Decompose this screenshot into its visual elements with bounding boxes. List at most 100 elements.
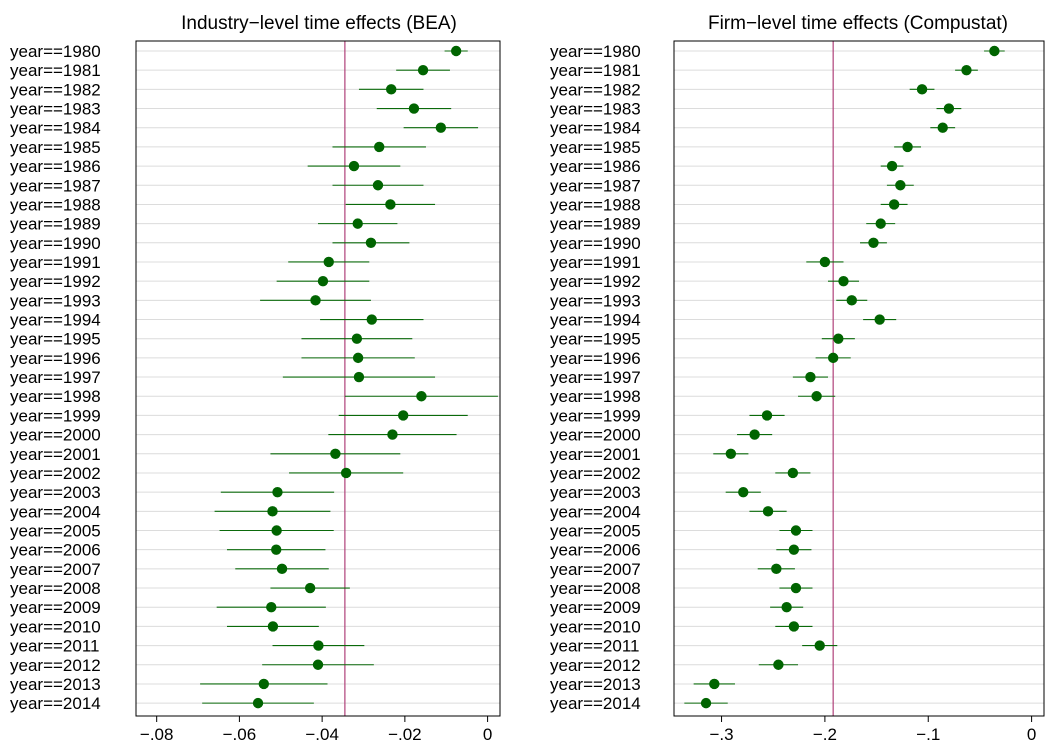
y-tick-label: year==1994: [550, 311, 641, 330]
y-tick-label: year==1981: [10, 61, 101, 80]
y-tick-label: year==1987: [550, 176, 641, 195]
x-tick-label: 0: [1027, 725, 1036, 744]
y-tick-label: year==1995: [10, 330, 101, 349]
estimate-point: [811, 391, 822, 402]
estimate-point: [372, 180, 384, 191]
y-tick-label: year==1999: [10, 406, 101, 425]
estimate-point: [895, 180, 906, 191]
estimate-point: [353, 371, 365, 383]
y-tick-label: year==2014: [550, 694, 641, 713]
y-tick-label: year==2007: [10, 560, 101, 579]
y-tick-label: year==1992: [550, 272, 641, 291]
y-tick-label: year==2003: [10, 483, 101, 502]
x-tick-label: −.04: [305, 725, 339, 744]
y-tick-label: year==1986: [550, 157, 641, 176]
estimate-point: [252, 697, 264, 709]
estimate-point: [989, 45, 1000, 57]
x-tick-label: −.08: [140, 725, 174, 744]
y-tick-label: year==1996: [10, 349, 101, 368]
estimate-point: [749, 429, 760, 440]
estimate-point: [781, 602, 792, 613]
estimate-point: [266, 602, 277, 613]
y-tick-label: year==2013: [550, 675, 641, 694]
estimate-point: [805, 371, 816, 383]
plot-frame: [673, 40, 1045, 717]
y-tick-label: year==1990: [550, 234, 641, 253]
y-tick-label: year==1998: [550, 387, 641, 406]
estimate-point: [450, 45, 462, 57]
y-tick-label: year==1985: [550, 138, 641, 157]
y-tick-label: year==1998: [10, 387, 101, 406]
estimate-point: [386, 84, 397, 95]
estimate-point: [916, 84, 928, 95]
estimate-point: [846, 295, 857, 306]
y-tick-label: year==1981: [550, 61, 641, 80]
estimate-point: [267, 621, 279, 632]
y-tick-label: year==1989: [550, 215, 641, 234]
estimate-point: [408, 103, 420, 114]
y-tick-label: year==1989: [10, 215, 101, 234]
y-tick-label: year==1984: [10, 119, 101, 138]
y-tick-label: year==2004: [550, 502, 641, 521]
y-tick-label: year==1999: [550, 406, 641, 425]
estimate-point: [365, 237, 377, 248]
x-tick-label: −.2: [813, 725, 837, 744]
estimate-point: [833, 333, 844, 344]
y-tick-label: year==2004: [10, 502, 101, 521]
estimate-point: [771, 563, 782, 575]
y-tick-label: year==1982: [550, 80, 641, 99]
y-tick-label: year==1993: [10, 291, 101, 310]
y-tick-label: year==2002: [550, 464, 641, 483]
estimate-point: [317, 275, 329, 287]
estimate-point: [943, 103, 955, 114]
y-tick-label: year==1988: [10, 195, 101, 214]
y-tick-label: year==1987: [10, 176, 101, 195]
y-tick-label: year==2009: [550, 598, 641, 617]
estimate-point: [738, 486, 749, 498]
y-tick-label: year==2008: [550, 579, 641, 598]
y-tick-label: year==2007: [550, 560, 641, 579]
estimate-point: [323, 256, 334, 268]
panel-industry: year==1980year==1981year==1982year==1983…: [10, 40, 501, 744]
y-tick-label: year==2002: [10, 464, 101, 483]
x-tick-label: 0: [483, 725, 492, 744]
estimate-point: [310, 295, 321, 306]
estimate-point: [827, 352, 839, 364]
estimate-point: [352, 218, 363, 229]
panel-title-firm: Firm−level time effects (Compustat): [708, 13, 1008, 34]
estimate-point: [352, 352, 364, 364]
y-tick-label: year==2014: [10, 694, 101, 713]
y-tick-label: year==2000: [10, 426, 101, 445]
y-tick-label: year==2005: [550, 522, 641, 541]
plot-frame: [135, 40, 501, 717]
y-tick-label: year==1995: [550, 330, 641, 349]
y-tick-label: year==1980: [550, 42, 641, 61]
estimate-point: [819, 256, 831, 268]
estimate-point: [961, 64, 972, 76]
estimate-point: [304, 582, 316, 594]
y-tick-label: year==1986: [10, 157, 101, 176]
y-tick-label: year==1983: [10, 100, 101, 119]
estimate-point: [838, 275, 849, 287]
estimate-point: [773, 659, 784, 670]
y-tick-label: year==1994: [10, 311, 101, 330]
y-tick-label: year==1996: [550, 349, 641, 368]
y-tick-label: year==2001: [550, 445, 641, 464]
estimate-point: [271, 544, 282, 555]
y-tick-label: year==1993: [550, 291, 641, 310]
y-tick-label: year==1992: [10, 272, 101, 291]
estimate-point: [267, 506, 278, 517]
y-tick-label: year==1984: [550, 119, 641, 138]
y-tick-label: year==2008: [10, 579, 101, 598]
y-tick-label: year==2005: [10, 522, 101, 541]
x-tick-label: −.06: [223, 725, 257, 744]
estimate-point: [340, 467, 352, 479]
y-tick-label: year==2006: [10, 541, 101, 560]
estimate-point: [398, 410, 409, 421]
estimate-point: [276, 563, 288, 575]
estimate-point: [788, 544, 800, 555]
y-tick-label: year==1997: [550, 368, 641, 387]
panel-firm: year==1980year==1981year==1982year==1983…: [550, 40, 1045, 744]
y-tick-label: year==2010: [10, 617, 101, 636]
